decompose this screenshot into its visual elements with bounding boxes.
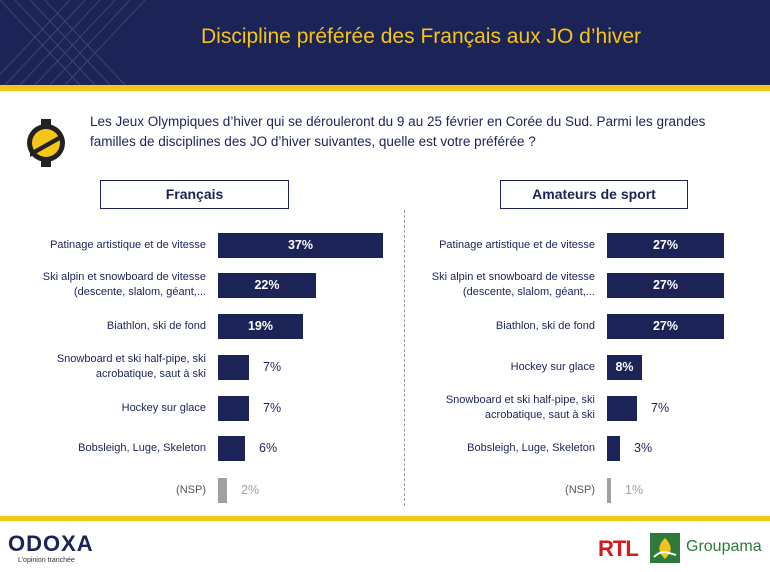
rtl-logo: RTL bbox=[598, 536, 639, 561]
panel-divider bbox=[404, 210, 405, 506]
panel-title-francais: Français bbox=[100, 180, 289, 209]
data-label: 3% bbox=[634, 441, 653, 455]
data-label: 27% bbox=[652, 238, 679, 252]
category-label: Ski alpin et snowboard de vitesse (desce… bbox=[431, 271, 595, 298]
category-label: (NSP) bbox=[565, 484, 595, 496]
data-label: 7% bbox=[263, 401, 282, 415]
data-label: 22% bbox=[254, 278, 280, 292]
category-label: Patinage artistique et de vitesse bbox=[50, 239, 206, 251]
bar bbox=[218, 436, 245, 461]
bar bbox=[607, 314, 724, 339]
category-label: Patinage artistique et de vitesse bbox=[439, 239, 595, 251]
data-label: 8% bbox=[615, 360, 634, 374]
data-label: 7% bbox=[651, 401, 670, 415]
question-text: Les Jeux Olympiques d’hiver qui se dérou… bbox=[90, 114, 706, 149]
category-label: Ski alpin et snowboard de vitesse (desce… bbox=[42, 271, 206, 298]
header-accent-rule bbox=[0, 85, 770, 91]
category-label: (NSP) bbox=[176, 484, 206, 496]
bar bbox=[607, 233, 724, 258]
page-title: Discipline préférée des Français aux JO … bbox=[201, 25, 642, 48]
data-label: 27% bbox=[652, 278, 679, 292]
question-icon bbox=[27, 119, 65, 167]
odoxa-tagline: L’opinion tranchée bbox=[18, 557, 75, 564]
bar bbox=[218, 314, 303, 339]
header-banner: Discipline préférée des Français aux JO … bbox=[0, 0, 770, 85]
category-label: Hockey sur glace bbox=[510, 361, 595, 373]
bar bbox=[607, 355, 642, 380]
bar bbox=[218, 233, 383, 258]
data-label: 19% bbox=[247, 319, 274, 333]
data-label: 1% bbox=[625, 483, 644, 497]
category-label: Bobsleigh, Luge, Skeleton bbox=[78, 442, 206, 454]
bar bbox=[607, 273, 724, 298]
bar bbox=[218, 273, 316, 298]
bar bbox=[607, 396, 637, 421]
footer-accent-rule bbox=[0, 516, 770, 521]
groupama-logo: Groupama bbox=[686, 538, 762, 555]
category-label: Snowboard et ski half-pipe, ski acrobati… bbox=[56, 353, 206, 380]
data-label: 2% bbox=[241, 483, 260, 497]
data-label: 37% bbox=[287, 238, 314, 252]
bar bbox=[218, 355, 249, 380]
data-label: 7% bbox=[263, 360, 282, 374]
bar bbox=[218, 396, 249, 421]
category-label: Biathlon, ski de fond bbox=[106, 320, 206, 332]
groupama-leaf-icon bbox=[650, 533, 680, 563]
header-pattern-decoration bbox=[0, 0, 146, 85]
data-label: 6% bbox=[259, 441, 278, 455]
data-label: 27% bbox=[652, 319, 679, 333]
category-label: Hockey sur glace bbox=[121, 402, 206, 414]
category-label: Bobsleigh, Luge, Skeleton bbox=[467, 442, 595, 454]
odoxa-logo: ODOXA bbox=[8, 531, 94, 556]
bar bbox=[607, 478, 611, 503]
category-label: Biathlon, ski de fond bbox=[495, 320, 595, 332]
panel-title-amateurs: Amateurs de sport bbox=[500, 180, 688, 209]
bar bbox=[218, 478, 227, 503]
category-label: Snowboard et ski half-pipe, ski acrobati… bbox=[445, 394, 595, 421]
bar bbox=[607, 436, 620, 461]
